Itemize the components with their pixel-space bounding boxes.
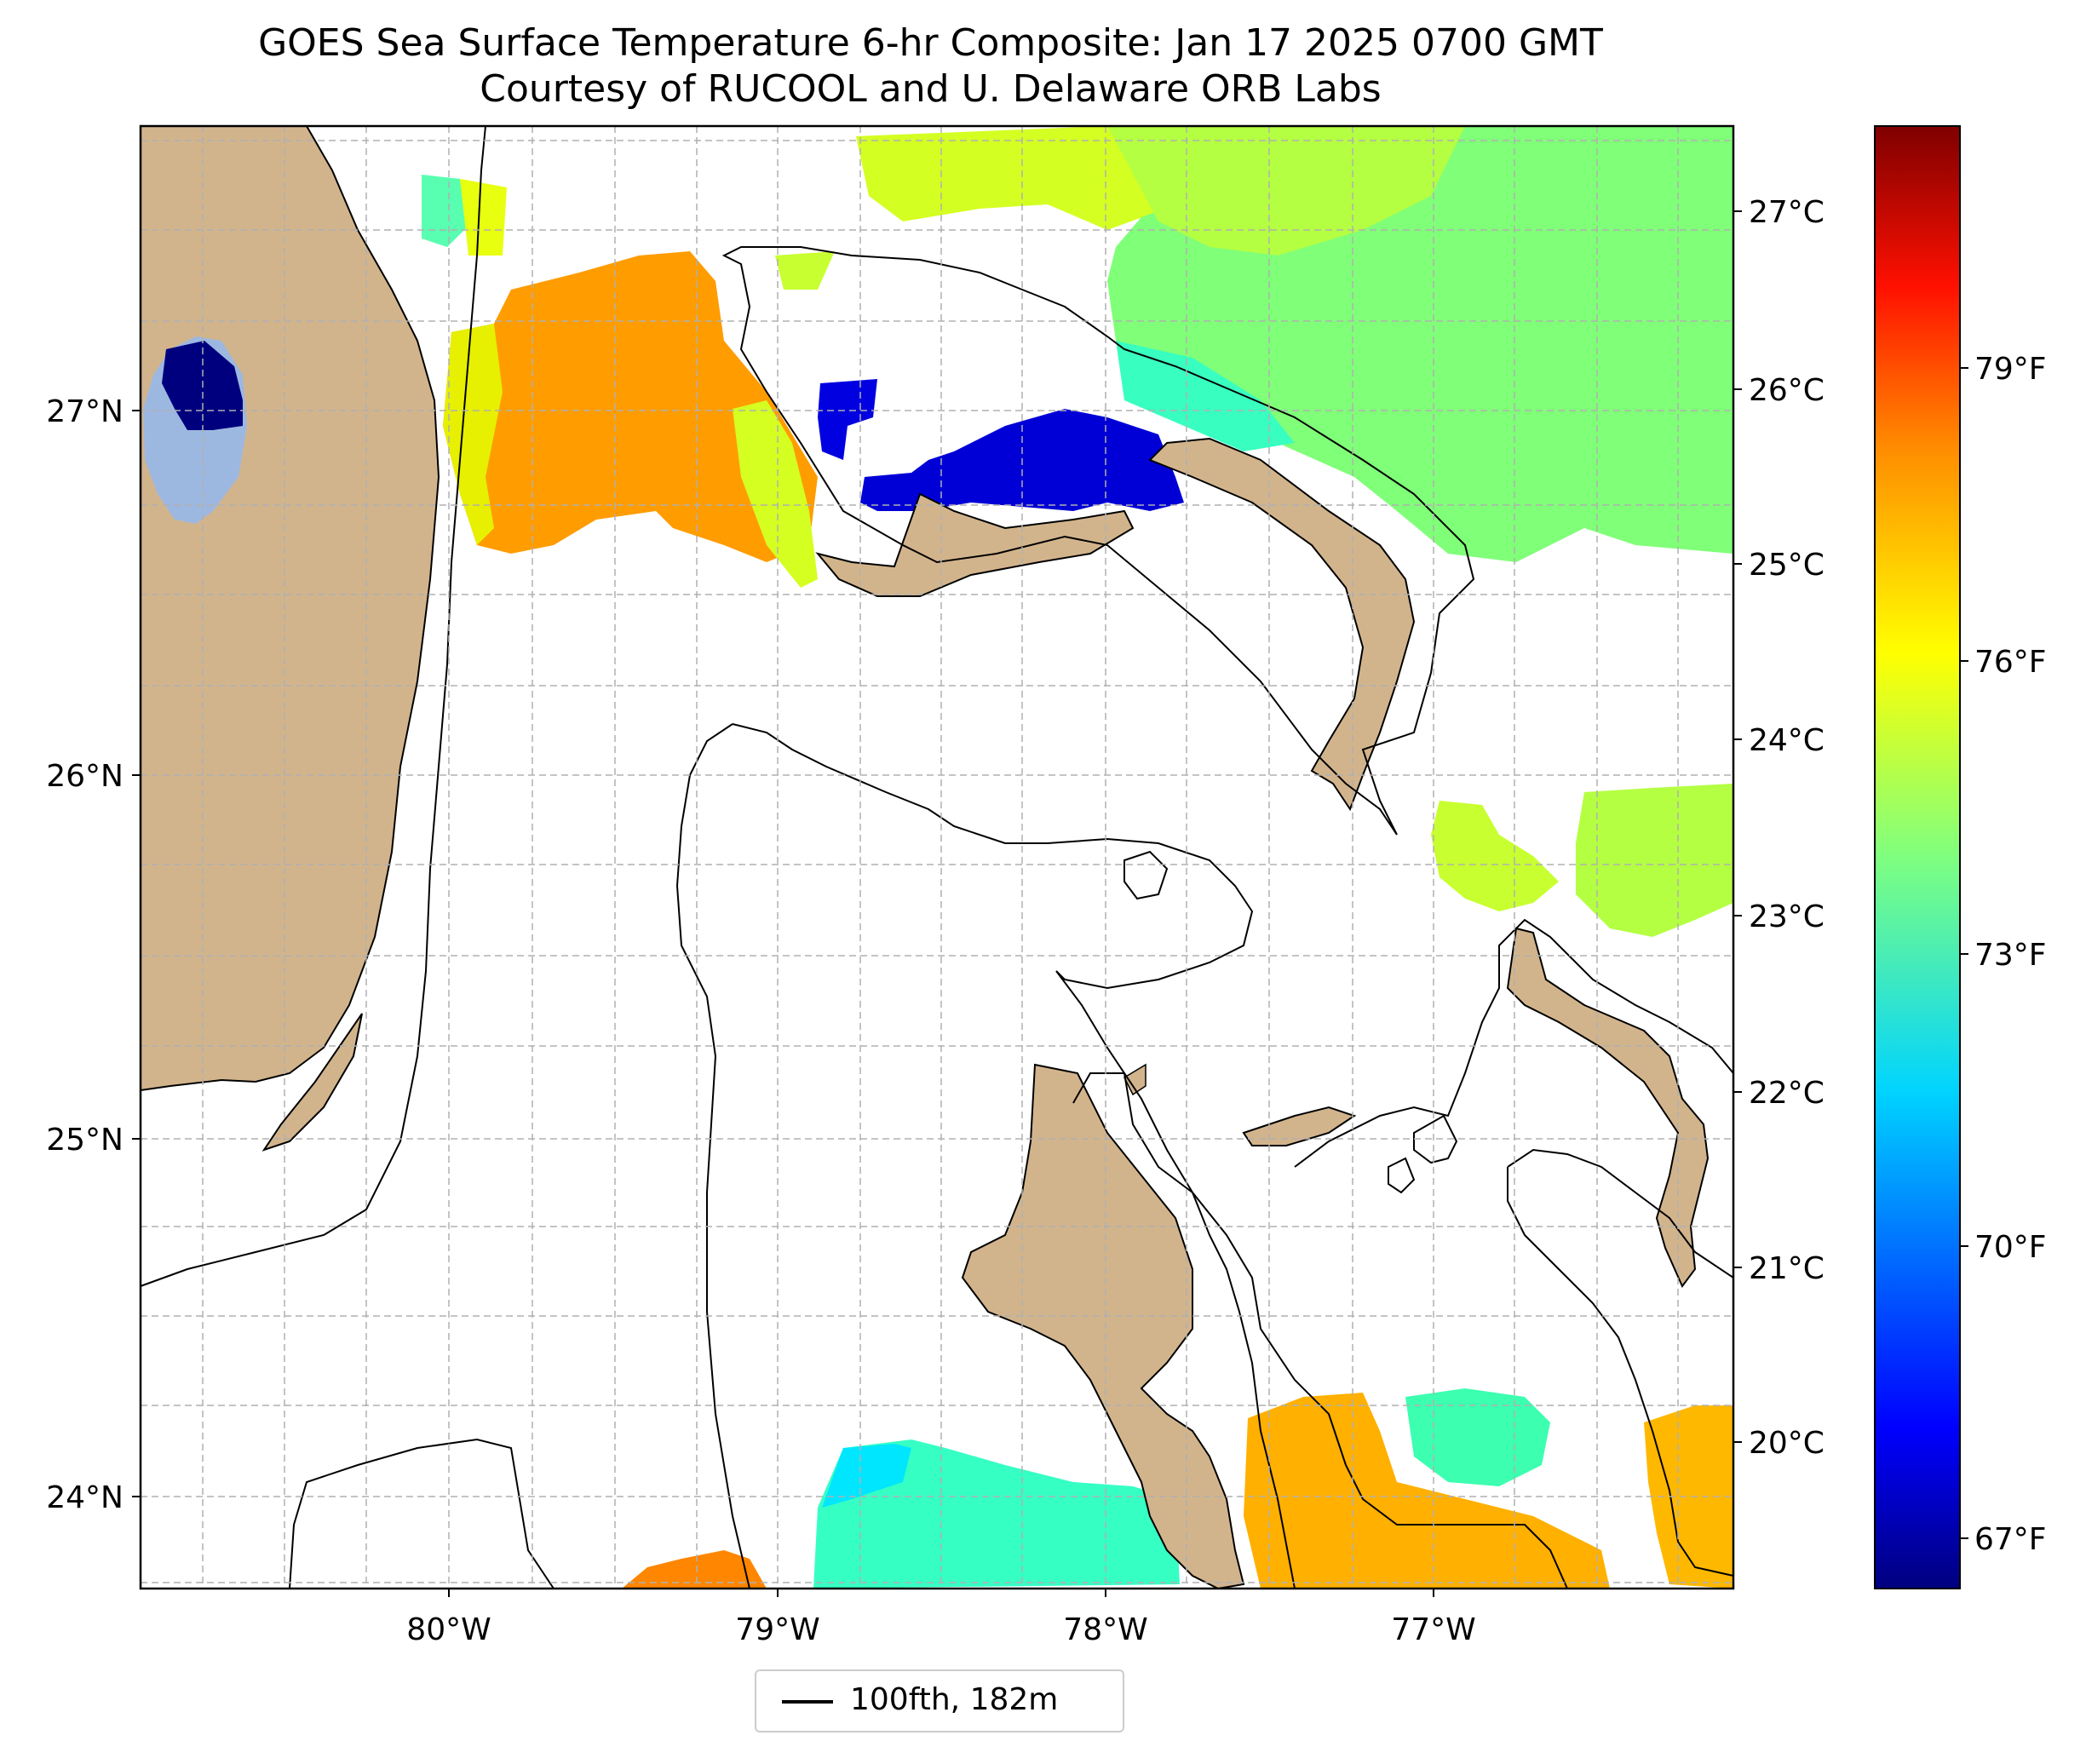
- celsius-tick-label: 20°C: [1749, 1426, 1825, 1461]
- legend-label: 100fth, 182m: [850, 1682, 1059, 1717]
- sst-map: [141, 126, 1733, 1589]
- map-frame: [139, 124, 1735, 1590]
- celsius-tick-label: 25°C: [1749, 548, 1825, 583]
- legend-line-swatch: [782, 1700, 833, 1704]
- graticule: [141, 126, 1733, 1589]
- fahrenheit-tick-label: 70°F: [1974, 1230, 2047, 1265]
- fahrenheit-tick-label: 73°F: [1974, 938, 2047, 973]
- lon-axis: 80°W 79°W 78°W 77°W: [406, 1589, 1476, 1647]
- lon-tick-label: 78°W: [1063, 1612, 1147, 1647]
- chart-title: GOES Sea Surface Temperature 6-hr Compos…: [258, 21, 1603, 65]
- celsius-axis: 27°C 26°C 25°C 24°C 23°C 22°C 21°C 20°C: [1733, 195, 1825, 1461]
- fahrenheit-tick-label: 76°F: [1974, 645, 2047, 680]
- celsius-tick-label: 21°C: [1749, 1251, 1825, 1286]
- fahrenheit-tick-label: 79°F: [1974, 352, 2047, 387]
- colorbar-gradient: [1874, 125, 1961, 1589]
- lat-tick-label: 27°N: [46, 394, 124, 429]
- land-bahamas: [815, 437, 1710, 1589]
- sst-patches: [422, 126, 1733, 1589]
- lon-tick-label: 77°W: [1391, 1612, 1475, 1647]
- legend: 100fth, 182m: [755, 1669, 1124, 1732]
- celsius-tick-label: 22°C: [1749, 1076, 1825, 1111]
- lat-tick-label: 26°N: [46, 759, 124, 794]
- lon-tick-label: 80°W: [406, 1612, 491, 1647]
- celsius-tick-label: 26°C: [1749, 373, 1825, 408]
- lat-axis: 27°N 26°N 25°N 24°N: [46, 394, 141, 1515]
- celsius-tick-label: 23°C: [1749, 899, 1825, 934]
- celsius-tick-label: 27°C: [1749, 195, 1825, 230]
- fahrenheit-tick-label: 67°F: [1974, 1522, 2047, 1557]
- land-florida: [141, 126, 440, 1152]
- isobath-100fth: [141, 126, 1733, 1589]
- chart-subtitle: Courtesy of RUCOOL and U. Delaware ORB L…: [480, 67, 1382, 111]
- lon-tick-label: 79°W: [735, 1612, 819, 1647]
- lat-tick-label: 24°N: [46, 1480, 124, 1515]
- celsius-tick-label: 24°C: [1749, 723, 1825, 758]
- lat-tick-label: 25°N: [46, 1123, 124, 1158]
- colorbar: 79°F 76°F 73°F 70°F 67°F: [1874, 125, 2047, 1589]
